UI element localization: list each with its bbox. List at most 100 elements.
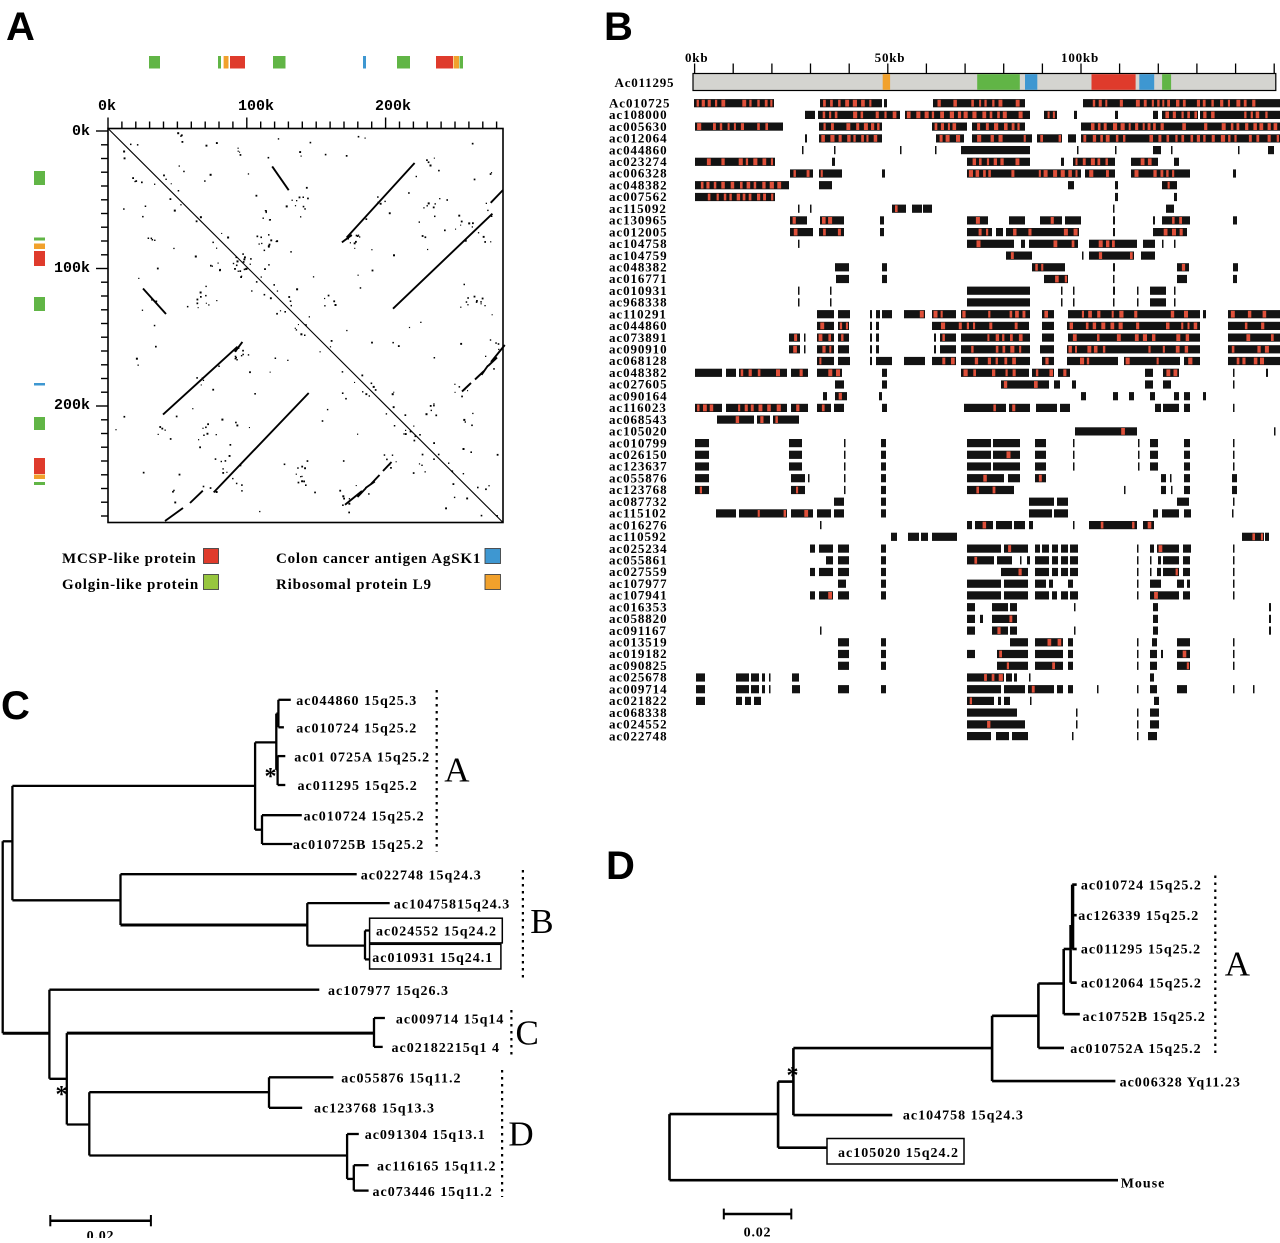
- svg-text:ac010725B 15q25.2: ac010725B 15q25.2: [293, 838, 424, 853]
- svg-text:ac105020: ac105020: [609, 424, 667, 439]
- svg-text:ac055861: ac055861: [609, 553, 667, 568]
- svg-text:ac126339 15q25.2: ac126339 15q25.2: [1078, 909, 1199, 924]
- svg-text:ac02182215q1 4: ac02182215q1 4: [392, 1041, 501, 1056]
- svg-text:ac115092: ac115092: [609, 201, 667, 216]
- svg-text:ac110592: ac110592: [609, 529, 667, 544]
- svg-text:ac058820: ac058820: [609, 611, 667, 626]
- svg-text:*: *: [56, 1082, 69, 1108]
- svg-text:ac022748 15q24.3: ac022748 15q24.3: [361, 868, 482, 883]
- svg-text:ac009714: ac009714: [609, 681, 667, 696]
- svg-text:ac016276: ac016276: [609, 517, 667, 532]
- svg-text:*: *: [265, 764, 278, 790]
- svg-text:100k: 100k: [238, 98, 274, 115]
- svg-text:MCSP-like protein: MCSP-like protein: [62, 551, 197, 567]
- svg-text:ac123768 15q13.3: ac123768 15q13.3: [314, 1102, 435, 1117]
- svg-text:Colon cancer antigen AgSK1: Colon cancer antigen AgSK1: [276, 551, 481, 567]
- svg-text:ac116023: ac116023: [609, 400, 667, 415]
- svg-text:ac012005: ac012005: [609, 224, 667, 239]
- svg-text:Ac011295: Ac011295: [615, 75, 675, 90]
- svg-text:ac044860 15q25.3: ac044860 15q25.3: [296, 694, 417, 709]
- svg-text:ac012064: ac012064: [609, 131, 667, 146]
- svg-text:D: D: [508, 1114, 533, 1153]
- svg-text:ac130965: ac130965: [609, 213, 667, 228]
- svg-text:ac021822: ac021822: [609, 693, 667, 708]
- svg-text:0k: 0k: [72, 123, 90, 140]
- svg-text:ac110291: ac110291: [609, 306, 667, 321]
- svg-text:ac016771: ac016771: [609, 271, 667, 286]
- svg-text:0kb: 0kb: [685, 50, 708, 65]
- svg-text:ac012064 15q25.2: ac012064 15q25.2: [1081, 977, 1202, 992]
- svg-text:ac010724 15q25.2: ac010724 15q25.2: [304, 809, 425, 824]
- svg-text:ac010724 15q25.2: ac010724 15q25.2: [1081, 879, 1202, 894]
- svg-text:ac009714 15q14: ac009714 15q14: [396, 1013, 505, 1028]
- svg-text:ac108000: ac108000: [609, 107, 667, 122]
- svg-text:ac055876: ac055876: [609, 470, 667, 485]
- svg-text:ac011295 15q25.2: ac011295 15q25.2: [1081, 943, 1201, 958]
- svg-text:200k: 200k: [54, 397, 90, 414]
- svg-text:ac024552: ac024552: [609, 717, 667, 732]
- svg-text:ac006328 Yq11.23: ac006328 Yq11.23: [1120, 1075, 1241, 1090]
- svg-text:ac968338: ac968338: [609, 295, 667, 310]
- svg-text:ac107977 15q26.3: ac107977 15q26.3: [328, 984, 449, 999]
- svg-text:ac010724 15q25.2: ac010724 15q25.2: [296, 722, 417, 737]
- svg-text:ac006328: ac006328: [609, 166, 667, 181]
- svg-text:ac073446 15q11.2: ac073446 15q11.2: [373, 1185, 493, 1200]
- svg-text:ac123768: ac123768: [609, 482, 667, 497]
- svg-text:ac027559: ac027559: [609, 564, 667, 579]
- svg-text:ac044860: ac044860: [609, 318, 667, 333]
- svg-text:50kb: 50kb: [875, 50, 906, 65]
- svg-text:ac073891: ac073891: [609, 330, 667, 345]
- svg-text:ac025678: ac025678: [609, 670, 667, 685]
- svg-text:ac068338: ac068338: [609, 705, 667, 720]
- svg-text:ac068543: ac068543: [609, 412, 667, 427]
- svg-text:ac115102: ac115102: [609, 506, 667, 521]
- svg-text:ac013519: ac013519: [609, 635, 667, 650]
- svg-text:ac010799: ac010799: [609, 435, 667, 450]
- svg-text:ac091304 15q13.1: ac091304 15q13.1: [365, 1128, 486, 1143]
- svg-text:ac005630: ac005630: [609, 119, 667, 134]
- svg-text:ac024552 15q24.2: ac024552 15q24.2: [376, 925, 497, 940]
- svg-text:ac105020 15q24.2: ac105020 15q24.2: [838, 1146, 959, 1161]
- svg-text:ac048382: ac048382: [609, 365, 667, 380]
- svg-text:ac104758 15q24.3: ac104758 15q24.3: [903, 1109, 1024, 1124]
- svg-text:0k: 0k: [98, 98, 116, 115]
- svg-text:ac090910: ac090910: [609, 342, 667, 357]
- svg-text:ac090164: ac090164: [609, 388, 667, 403]
- svg-text:A: A: [1225, 944, 1251, 983]
- svg-text:ac091167: ac091167: [609, 623, 667, 638]
- svg-text:ac010752A 15q25.2: ac010752A 15q25.2: [1070, 1042, 1201, 1057]
- svg-text:ac044860: ac044860: [609, 142, 667, 157]
- svg-text:C: C: [1, 684, 30, 728]
- svg-text:ac027605: ac027605: [609, 377, 667, 392]
- svg-text:ac007562: ac007562: [609, 189, 667, 204]
- svg-text:ac022748: ac022748: [609, 728, 667, 743]
- svg-text:C: C: [516, 1014, 539, 1053]
- svg-text:A: A: [444, 751, 470, 790]
- svg-text:ac107941: ac107941: [609, 588, 667, 603]
- svg-text:ac019182: ac019182: [609, 646, 667, 661]
- svg-text:ac087732: ac087732: [609, 494, 667, 509]
- svg-text:0.02: 0.02: [744, 1226, 772, 1239]
- svg-text:200k: 200k: [375, 98, 411, 115]
- svg-text:ac104759: ac104759: [609, 248, 667, 263]
- svg-text:A: A: [6, 5, 35, 49]
- svg-text:Ribosomal protein L9: Ribosomal protein L9: [276, 577, 432, 593]
- svg-text:ac104758: ac104758: [609, 236, 667, 251]
- svg-text:ac123637: ac123637: [609, 459, 667, 474]
- svg-text:ac048382: ac048382: [609, 260, 667, 275]
- svg-text:ac01 0725A 15q25.2: ac01 0725A 15q25.2: [294, 750, 430, 765]
- svg-text:ac090825: ac090825: [609, 658, 667, 673]
- svg-text:ac026150: ac026150: [609, 447, 667, 462]
- svg-text:ac023274: ac023274: [609, 154, 667, 169]
- svg-text:0.02: 0.02: [87, 1229, 115, 1238]
- svg-text:ac107977: ac107977: [609, 576, 667, 591]
- svg-text:ac068128: ac068128: [609, 353, 667, 368]
- svg-text:ac016353: ac016353: [609, 599, 667, 614]
- svg-text:*: *: [787, 1063, 800, 1089]
- svg-text:ac048382: ac048382: [609, 177, 667, 192]
- svg-text:B: B: [604, 5, 633, 49]
- svg-text:100kb: 100kb: [1061, 50, 1099, 65]
- svg-text:ac055876 15q11.2: ac055876 15q11.2: [341, 1072, 461, 1087]
- svg-text:ac10475815q24.3: ac10475815q24.3: [394, 897, 511, 912]
- svg-text:ac025234: ac025234: [609, 541, 667, 556]
